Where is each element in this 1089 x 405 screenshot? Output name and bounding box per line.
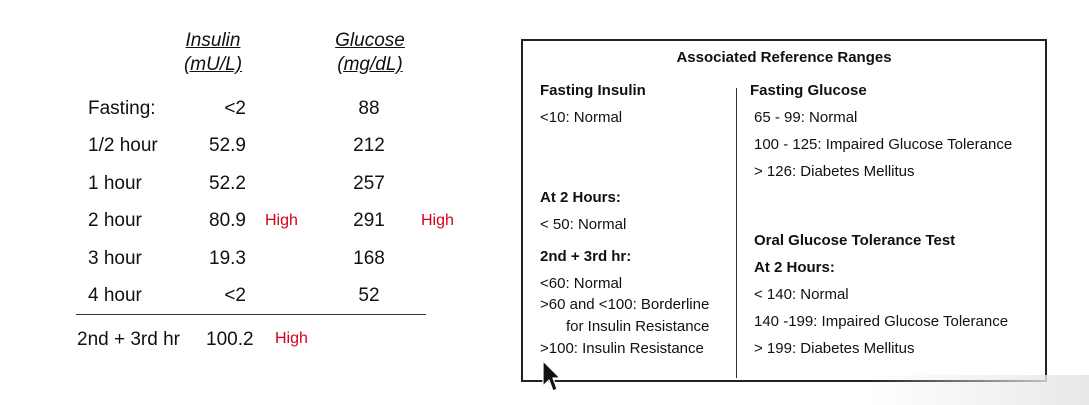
reference-ranges-box	[521, 39, 1047, 382]
insulin-value: 80.9	[209, 210, 246, 231]
reference-column-divider	[736, 88, 737, 378]
ogtt-line: < 140: Normal	[754, 286, 849, 303]
glucose-header-name: Glucose	[335, 30, 405, 51]
row-label: Fasting:	[88, 98, 156, 119]
mouse-cursor-icon	[542, 360, 561, 392]
insulin-header: Insulin (mU/L)	[180, 29, 246, 77]
row-label: 1/2 hour	[88, 135, 158, 156]
ogtt-line: 140 -199: Impaired Glucose Tolerance	[754, 313, 1009, 330]
summary-insulin-value: 100.2	[206, 329, 254, 350]
insulin-high-flag: High	[265, 212, 298, 229]
glucose-value: 257	[353, 173, 385, 194]
reference-title: Associated Reference Ranges	[676, 49, 892, 66]
fasting-insulin-line: <10: Normal	[540, 109, 623, 126]
second-third-hr-line: for Insulin Resistance	[566, 318, 710, 335]
fasting-glucose-line: > 126: Diabetes Mellitus	[754, 163, 915, 180]
second-third-hr-line: >60 and <100: Borderline	[540, 296, 710, 313]
row-label: 2 hour	[88, 210, 142, 231]
fasting-insulin-heading: Fasting Insulin	[540, 82, 646, 99]
insulin-value: 52.2	[209, 173, 246, 194]
glucose-header-unit: (mg/dL)	[337, 54, 403, 75]
summary-label: 2nd + 3rd hr	[77, 329, 180, 350]
at-2-hours-line: < 50: Normal	[540, 216, 627, 233]
fasting-glucose-line: 65 - 99: Normal	[754, 109, 858, 126]
insulin-value: <2	[224, 98, 246, 119]
summary-high-flag: High	[275, 330, 308, 347]
glucose-value: 291	[353, 210, 385, 231]
glucose-header: Glucose (mg/dL)	[334, 29, 406, 77]
second-third-hr-line: <60: Normal	[540, 275, 623, 292]
insulin-header-unit: (mU/L)	[183, 54, 243, 75]
glucose-value: 88	[358, 98, 380, 119]
table-divider	[76, 314, 426, 315]
insulin-value: 52.9	[209, 135, 246, 156]
ogtt-line: > 199: Diabetes Mellitus	[754, 340, 915, 357]
insulin-value: 19.3	[209, 248, 246, 269]
row-label: 3 hour	[88, 248, 142, 269]
corner-shade	[869, 375, 1089, 405]
glucose-value: 52	[358, 285, 380, 306]
ogtt-subheading: At 2 Hours:	[754, 259, 835, 276]
insulin-value: <2	[224, 285, 246, 306]
at-2-hours-heading: At 2 Hours:	[540, 189, 621, 206]
insulin-header-name: Insulin	[185, 30, 241, 51]
fasting-glucose-line: 100 - 125: Impaired Glucose Tolerance	[754, 136, 1013, 153]
second-third-hr-line: >100: Insulin Resistance	[540, 340, 704, 357]
second-third-hr-heading: 2nd + 3rd hr:	[540, 248, 632, 265]
row-label: 4 hour	[88, 285, 142, 306]
ogtt-heading: Oral Glucose Tolerance Test	[754, 232, 956, 249]
row-label: 1 hour	[88, 173, 142, 194]
glucose-value: 212	[353, 135, 385, 156]
fasting-glucose-heading: Fasting Glucose	[750, 82, 867, 99]
glucose-value: 168	[353, 248, 385, 269]
glucose-high-flag: High	[421, 212, 454, 229]
